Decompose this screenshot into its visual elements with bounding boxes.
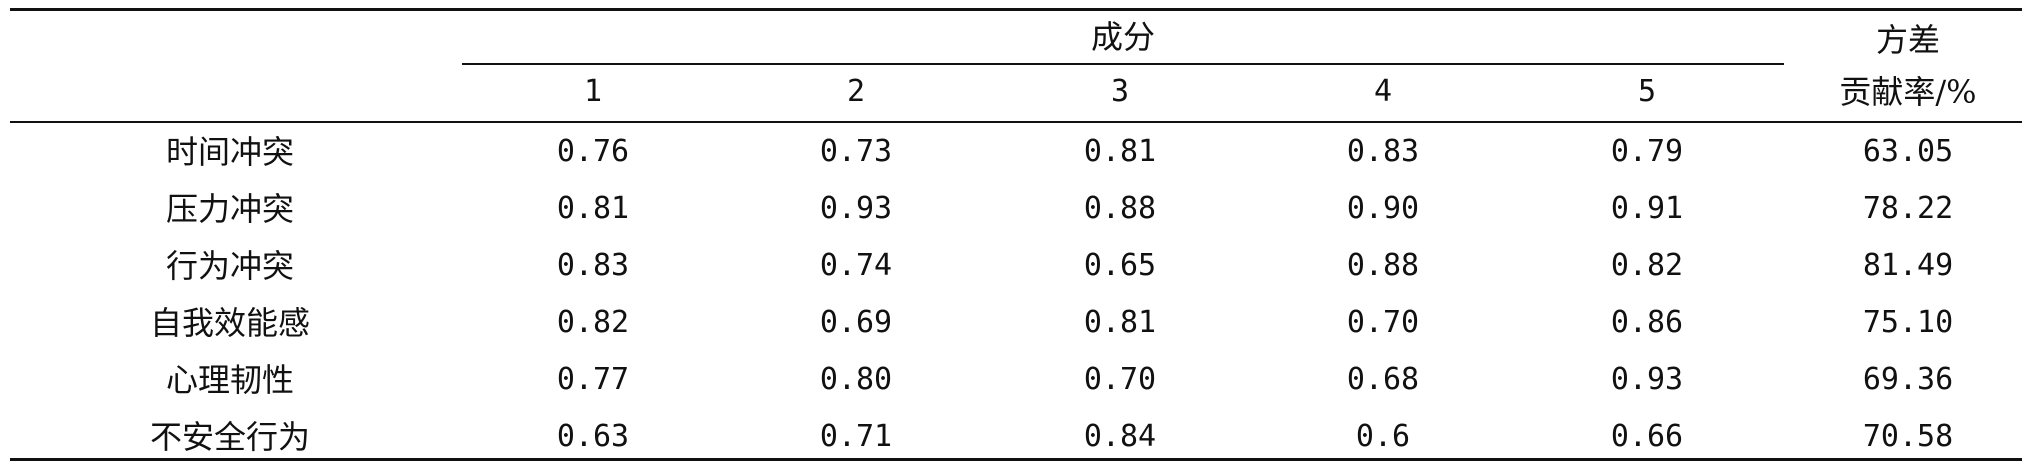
- component-5-value: 0.86: [1610, 305, 1684, 340]
- variance-value: 69.36: [1862, 362, 1954, 397]
- component-5-value: 0.79: [1610, 134, 1684, 169]
- component-group-header: 成分: [1090, 18, 1155, 56]
- component-2-value: 0.73: [819, 134, 893, 169]
- component-5-value: 0.91: [1610, 191, 1684, 226]
- component-2-value: 0.71: [819, 419, 893, 454]
- component-header-1: 1: [583, 74, 603, 109]
- header-bottom-rule: [10, 121, 2022, 123]
- bottom-rule: [10, 458, 2022, 461]
- variance-value: 70.58: [1862, 419, 1954, 454]
- variance-header-line1: 方差: [1875, 21, 1940, 59]
- component-1-value: 0.76: [556, 134, 630, 169]
- row-label: 不安全行为: [149, 418, 310, 456]
- component-2-value: 0.69: [819, 305, 893, 340]
- row-label: 行为冲突: [165, 247, 294, 285]
- component-header-2: 2: [846, 74, 866, 109]
- component-4-value: 0.68: [1346, 362, 1420, 397]
- component-3-value: 0.70: [1083, 362, 1157, 397]
- component-2-value: 0.74: [819, 248, 893, 283]
- variance-header-line2: 贡献率/%: [1839, 73, 1977, 111]
- variance-value: 63.05: [1862, 134, 1954, 169]
- component-group-rule: [462, 63, 1784, 65]
- variance-value: 75.10: [1862, 305, 1954, 340]
- component-1-value: 0.77: [556, 362, 630, 397]
- component-header-5: 5: [1637, 74, 1657, 109]
- component-4-value: 0.70: [1346, 305, 1420, 340]
- component-1-value: 0.63: [556, 419, 630, 454]
- row-label: 自我效能感: [149, 304, 310, 342]
- variance-value: 81.49: [1862, 248, 1954, 283]
- row-label: 时间冲突: [165, 133, 294, 171]
- component-2-value: 0.80: [819, 362, 893, 397]
- component-5-value: 0.66: [1610, 419, 1684, 454]
- component-4-value: 0.90: [1346, 191, 1420, 226]
- component-4-value: 0.83: [1346, 134, 1420, 169]
- component-3-value: 0.65: [1083, 248, 1157, 283]
- component-5-value: 0.82: [1610, 248, 1684, 283]
- component-1-value: 0.81: [556, 191, 630, 226]
- row-label: 压力冲突: [165, 190, 294, 228]
- component-3-value: 0.81: [1083, 134, 1157, 169]
- component-4-value: 0.88: [1346, 248, 1420, 283]
- top-rule: [10, 8, 2022, 11]
- component-2-value: 0.93: [819, 191, 893, 226]
- component-4-value: 0.6: [1355, 419, 1411, 454]
- variance-value: 78.22: [1862, 191, 1954, 226]
- component-3-value: 0.84: [1083, 419, 1157, 454]
- component-5-value: 0.93: [1610, 362, 1684, 397]
- component-1-value: 0.83: [556, 248, 630, 283]
- component-header-4: 4: [1373, 74, 1393, 109]
- component-3-value: 0.81: [1083, 305, 1157, 340]
- component-1-value: 0.82: [556, 305, 630, 340]
- component-3-value: 0.88: [1083, 191, 1157, 226]
- row-label: 心理韧性: [165, 361, 294, 399]
- component-header-3: 3: [1110, 74, 1130, 109]
